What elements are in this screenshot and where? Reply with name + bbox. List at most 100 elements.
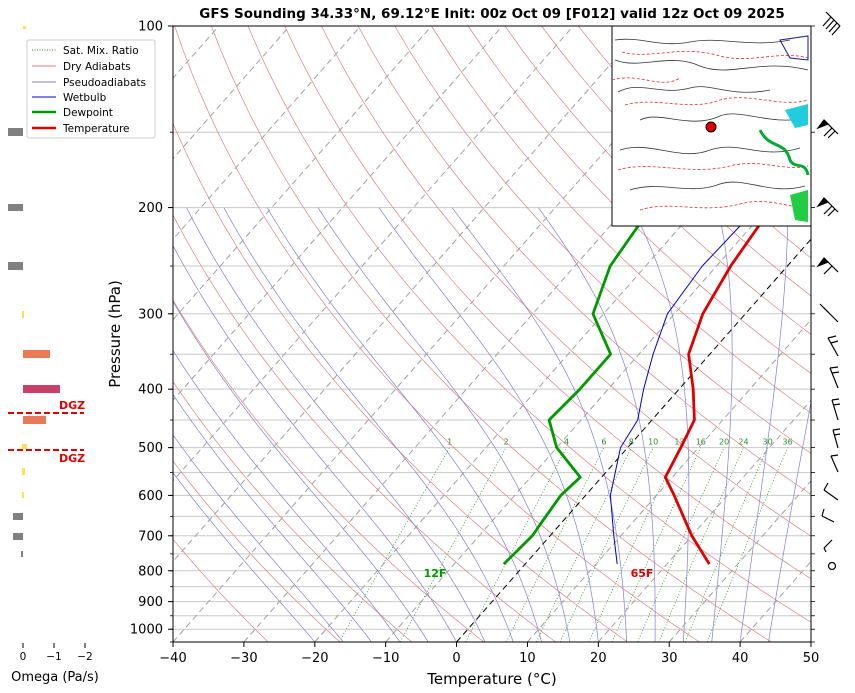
dry-adiabat bbox=[541, 26, 811, 297]
x-tick-label: 0 bbox=[452, 651, 460, 666]
pseudoadiabat bbox=[538, 207, 656, 642]
dry-adiabat bbox=[247, 26, 811, 623]
y-tick-label: 1000 bbox=[130, 623, 163, 638]
isotherm bbox=[173, 26, 361, 240]
isotherm bbox=[385, 157, 811, 642]
x-tick-label: −40 bbox=[159, 651, 186, 666]
pseudoadiabat bbox=[173, 244, 457, 642]
isotherm bbox=[173, 26, 645, 563]
pseudoadiabat bbox=[631, 207, 690, 642]
dry-adiabat bbox=[173, 380, 413, 642]
x-tick-label: 50 bbox=[803, 651, 820, 666]
dry-adiabat bbox=[173, 538, 269, 642]
pseudoadiabat bbox=[173, 349, 401, 642]
x-axis-title: Temperature (°C) bbox=[426, 670, 556, 688]
dry-adiabat bbox=[173, 214, 556, 642]
mixing-ratio-label: 36 bbox=[783, 438, 793, 447]
y-tick-label: 800 bbox=[138, 564, 163, 579]
x-axis: −40 −30 −20 −10 0 10 20 30 40 50 bbox=[159, 642, 819, 666]
mixing-ratio-line bbox=[588, 447, 680, 642]
pseudoadiabat bbox=[711, 207, 733, 642]
mixing-ratio-label: 1 bbox=[447, 438, 452, 447]
right-axis-ticks bbox=[811, 25, 815, 643]
mixing-ratio-label: 20 bbox=[719, 438, 729, 447]
inset-map bbox=[611, 25, 812, 227]
dry-adiabat bbox=[504, 26, 811, 335]
omega-tick-1: −1 bbox=[46, 651, 61, 663]
dry-adiabat bbox=[467, 26, 811, 374]
y-tick-label: 400 bbox=[138, 383, 163, 398]
mixing-ratio-line bbox=[658, 447, 744, 642]
y-axis-title: Pressure (hPa) bbox=[106, 280, 124, 388]
pseudoadiabat bbox=[173, 472, 316, 642]
legend-pseudoadiabats: Pseudoadiabats bbox=[63, 77, 146, 89]
mixing-ratio-line bbox=[611, 447, 702, 642]
omega-axis-title: Omega (Pa/s) bbox=[11, 670, 99, 685]
isotherm bbox=[173, 26, 574, 482]
legend: Sat. Mix. Ratio Dry Adiabats Pseudoadiab… bbox=[26, 39, 156, 139]
temperature-profile bbox=[663, 143, 811, 565]
dry-adiabat bbox=[431, 26, 811, 414]
mixing-ratio-label: 4 bbox=[564, 438, 569, 447]
mixing-ratio-line bbox=[506, 447, 605, 642]
y-tick-label: 500 bbox=[138, 441, 163, 456]
y-axis: 100 200 300 400 500 600 700 800 900 1000 bbox=[130, 20, 173, 643]
x-tick-label: 10 bbox=[519, 651, 536, 666]
x-tick-label: −10 bbox=[372, 651, 399, 666]
isotherm bbox=[173, 26, 503, 402]
wind-barb-300 bbox=[819, 303, 839, 323]
pseudoadiabat bbox=[317, 207, 571, 642]
mixing-ratio-label: 16 bbox=[696, 438, 706, 447]
mixing-ratio-label: 6 bbox=[601, 438, 606, 447]
mixing-ratio-line bbox=[338, 447, 451, 642]
wind-barb-250 bbox=[816, 257, 839, 275]
y-tick-label: 100 bbox=[138, 20, 163, 35]
mixing-ratio-line bbox=[535, 447, 632, 642]
mixing-ratio-line bbox=[684, 447, 768, 642]
wind-barb-calm bbox=[827, 561, 837, 571]
omega-tick-2: −2 bbox=[77, 651, 92, 663]
legend-temperature: Temperature bbox=[62, 123, 130, 135]
plot-frame bbox=[172, 25, 812, 643]
wind-barb-700 bbox=[823, 539, 833, 553]
y-tick-label: 200 bbox=[138, 201, 163, 216]
wind-barb-500 bbox=[832, 428, 841, 449]
chart-title: GFS Sounding 34.33°N, 69.12°E Init: 00z … bbox=[199, 6, 784, 22]
legend-dry-adiabats: Dry Adiabats bbox=[63, 61, 131, 73]
mixing-ratio-line bbox=[559, 447, 654, 642]
dewpoint-surface-label: 12F bbox=[424, 567, 447, 580]
temperature-surface-label: 65F bbox=[631, 567, 654, 580]
mixing-ratio-line bbox=[465, 447, 567, 642]
wind-barb-650 bbox=[821, 508, 835, 523]
adiabat-lines bbox=[173, 26, 811, 642]
isotherm bbox=[810, 641, 811, 642]
dry-adiabat bbox=[173, 460, 341, 642]
dry-adiabat bbox=[321, 26, 811, 537]
isotherm bbox=[0, 26, 6, 642]
pseudoadiabat bbox=[173, 434, 344, 642]
y-tick-label: 600 bbox=[138, 489, 163, 504]
y-tick-label: 700 bbox=[138, 529, 163, 544]
mixing-ratio-label: 24 bbox=[738, 438, 748, 447]
dgz-label-top: DGZ bbox=[59, 399, 85, 412]
wind-barb-160 bbox=[816, 197, 839, 217]
mixing-ratio-label: 8 bbox=[629, 438, 634, 447]
x-tick-label: 30 bbox=[661, 651, 678, 666]
wind-barb-450 bbox=[831, 398, 841, 421]
x-tick-label: −20 bbox=[301, 651, 328, 666]
y-tick-label: 900 bbox=[138, 595, 163, 610]
y-tick-label: 300 bbox=[138, 307, 163, 322]
pseudoadiabat bbox=[739, 207, 789, 642]
dry-adiabat bbox=[284, 26, 811, 580]
pseudoadiabat bbox=[223, 207, 514, 642]
wind-barbs bbox=[816, 11, 841, 571]
wind-barb-350 bbox=[827, 335, 839, 357]
isotherm bbox=[173, 26, 291, 160]
dry-adiabat bbox=[173, 122, 628, 642]
dry-adiabat bbox=[174, 26, 700, 642]
omega-panel: DGZ DGZ 0 −1 −2 Omega (Pa/s) bbox=[8, 26, 99, 685]
legend-mix-ratio: Sat. Mix. Ratio bbox=[63, 45, 139, 57]
mixing-ratio-line bbox=[706, 447, 788, 642]
x-tick-label: 40 bbox=[732, 651, 749, 666]
